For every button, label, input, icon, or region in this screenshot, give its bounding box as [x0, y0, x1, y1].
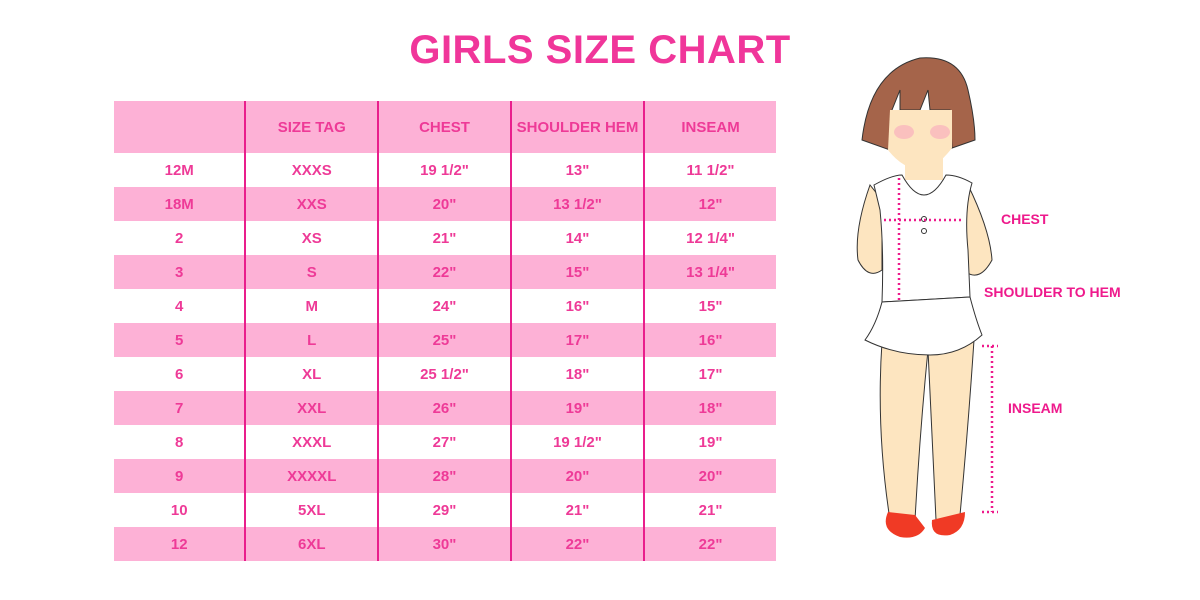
- table-cell: 21": [377, 221, 511, 255]
- table-row: 2 XS 21" 14" 12 1/4": [114, 221, 776, 255]
- column-header: SIZE TAG: [244, 101, 379, 153]
- table-row: 5 L 25" 17" 16": [114, 323, 776, 357]
- table-cell: 12 1/4": [643, 221, 776, 255]
- table-row: 12 6XL 30" 22" 22": [114, 527, 776, 561]
- table-cell: XL: [244, 357, 379, 391]
- table-cell: 12": [643, 187, 776, 221]
- column-header: SHOULDER HEM: [509, 101, 645, 153]
- table-cell: 20": [509, 459, 645, 493]
- size-chart-table: SIZE TAG CHEST SHOULDER HEM INSEAM 12M XXXS 1…: [114, 101, 776, 561]
- table-cell: XXXL: [244, 425, 379, 459]
- table-cell: 20": [643, 459, 776, 493]
- table-cell: M: [244, 289, 379, 323]
- table-cell: 7: [114, 391, 246, 425]
- table-cell: 30": [377, 527, 511, 561]
- table-cell: 13 1/2": [509, 187, 645, 221]
- table-header-row: SIZE TAG CHEST SHOULDER HEM INSEAM: [114, 101, 776, 153]
- page-title: GIRLS SIZE CHART: [409, 28, 791, 72]
- table-row: 3 S 22" 15" 13 1/4": [114, 255, 776, 289]
- table-cell: 13 1/4": [643, 255, 776, 289]
- table-cell: 21": [643, 493, 776, 527]
- table-cell: 15": [643, 289, 776, 323]
- table-cell: 22": [643, 527, 776, 561]
- table-cell: XS: [244, 221, 379, 255]
- girl-figure-icon: [856, 57, 998, 538]
- table-cell: 26": [377, 391, 511, 425]
- table-cell: 19 1/2": [509, 425, 645, 459]
- table-cell: 27": [377, 425, 511, 459]
- table-cell: 22": [509, 527, 645, 561]
- table-cell: 2: [175, 229, 184, 247]
- table-cell: 6: [175, 365, 184, 383]
- table-cell: 28": [377, 459, 511, 493]
- table-cell: 3: [114, 255, 246, 289]
- table-cell: 17": [509, 323, 645, 357]
- table-row: 10 5XL 29" 21" 21": [114, 493, 776, 527]
- table-cell: XXXS: [244, 153, 379, 187]
- table-row: 8 XXXL 27" 19 1/2" 19": [114, 425, 776, 459]
- table-cell: 8: [175, 433, 184, 451]
- table-cell: 29": [377, 493, 511, 527]
- table-cell: 18": [643, 391, 776, 425]
- table-cell: 13": [509, 153, 645, 187]
- table-cell: 6XL: [244, 527, 379, 561]
- table-cell: 14": [509, 221, 645, 255]
- table-cell: S: [244, 255, 379, 289]
- table-cell: 25 1/2": [377, 357, 511, 391]
- table-cell: 18M: [114, 187, 246, 221]
- table-cell: 24": [377, 289, 511, 323]
- table-cell: XXXXL: [244, 459, 379, 493]
- table-cell: 19 1/2": [377, 153, 511, 187]
- table-row: 7 XXL 26" 19" 18": [114, 391, 776, 425]
- table-cell: XXL: [244, 391, 379, 425]
- inseam-label: INSEAM: [1008, 400, 1063, 416]
- table-cell: 4: [175, 297, 184, 315]
- column-header: CHEST: [377, 101, 511, 153]
- table-row: 6 XL 25 1/2" 18" 17": [114, 357, 776, 391]
- table-row: 4 M 24" 16" 15": [114, 289, 776, 323]
- table-cell: 5XL: [244, 493, 379, 527]
- table-cell: 17": [643, 357, 776, 391]
- table-cell: 19": [509, 391, 645, 425]
- girl-illustration: CHEST SHOULDER TO HEM INSEAM: [840, 50, 1170, 575]
- table-cell: 16": [509, 289, 645, 323]
- table-row: 12M XXXS 19 1/2" 13" 11 1/2": [114, 153, 776, 187]
- column-header: [114, 101, 246, 153]
- table-cell: 15": [509, 255, 645, 289]
- table-cell: 10: [170, 501, 188, 519]
- table-row: 18M XXS 20" 13 1/2" 12": [114, 187, 776, 221]
- table-cell: 16": [643, 323, 776, 357]
- table-cell: 19": [643, 425, 776, 459]
- column-header: INSEAM: [643, 101, 776, 153]
- table-cell: 25": [377, 323, 511, 357]
- table-cell: 22": [377, 255, 511, 289]
- table-cell: 12M: [164, 161, 194, 179]
- table-cell: 20": [377, 187, 511, 221]
- table-row: 9 XXXXL 28" 20" 20": [114, 459, 776, 493]
- table-cell: L: [244, 323, 379, 357]
- table-cell: 5: [114, 323, 246, 357]
- shoulder-to-hem-label: SHOULDER TO HEM: [984, 284, 1121, 300]
- table-cell: 9: [114, 459, 246, 493]
- table-cell: XXS: [244, 187, 379, 221]
- table-cell: 18": [509, 357, 645, 391]
- chest-label: CHEST: [1001, 211, 1049, 227]
- table-cell: 12: [114, 527, 246, 561]
- table-cell: 11 1/2": [643, 153, 776, 187]
- table-cell: 21": [509, 493, 645, 527]
